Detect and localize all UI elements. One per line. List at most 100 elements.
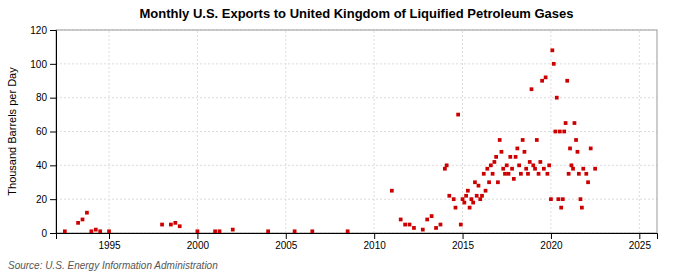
tick-label: 2015 [452,240,475,251]
tick-mark [50,199,56,200]
point [213,229,217,233]
plot-frame [56,30,657,233]
point [63,229,67,233]
point [421,228,425,232]
point [293,229,297,233]
point [508,155,512,159]
title: Monthly U.S. Exports to United Kingdom o… [139,6,573,21]
point [447,194,451,198]
point [556,197,560,201]
tick-mark [50,233,56,234]
tick-label: 20 [36,194,48,205]
chart-container: 1995200020052010201520202025020406080100… [0,0,675,275]
point [542,167,546,171]
point [173,221,177,225]
point [568,147,572,151]
point [526,172,530,176]
point [434,226,438,230]
point [589,147,593,151]
grid-line-y [56,63,657,64]
point [76,221,80,225]
point [530,87,534,91]
x-axis: 1995200020052010201520202025 [57,233,658,251]
point [493,160,497,164]
grid-line-y [56,199,657,200]
point [517,163,521,167]
tick: 2015 [452,233,475,251]
tick-mark [197,233,198,239]
point [500,150,504,154]
tick-label: 120 [30,25,47,36]
point [528,160,532,164]
point [346,229,350,233]
point [593,167,597,171]
point [538,160,542,164]
point [475,194,479,198]
tick: 100 [30,59,56,70]
point [547,163,551,167]
tick: 2000 [187,233,210,251]
tick: 60 [36,126,56,137]
tick-label: 1995 [98,240,121,251]
tick: 1995 [98,233,121,251]
point [523,150,527,154]
point [466,189,470,193]
point [496,180,500,184]
point [540,79,544,83]
point [507,172,511,176]
point [443,167,447,171]
point [196,229,200,233]
tick-label: 40 [36,160,48,171]
tick-mark [286,233,287,239]
point [408,223,412,227]
point [503,172,507,176]
tick-mark [50,30,56,31]
point [412,226,416,230]
point [580,206,584,210]
point [471,201,475,205]
point [480,194,484,198]
tick-label: 60 [36,126,48,137]
grid-line-y [56,165,657,166]
tick: 120 [30,25,56,36]
tick: 40 [36,160,56,171]
grid-line-y [56,97,657,98]
point [574,138,578,142]
point [482,172,486,176]
point [570,163,574,167]
point [544,75,548,79]
point [505,163,509,167]
tick: 2005 [275,233,298,251]
point [477,184,481,188]
tick-label: 2000 [187,240,210,251]
point [425,218,429,222]
point [98,229,102,233]
point [484,189,488,193]
point [462,201,466,205]
point [390,189,394,193]
tick-mark [50,165,56,166]
point [403,223,407,227]
tick: 20 [36,194,56,205]
tick-label: 2010 [364,240,387,251]
point [586,180,590,184]
point [571,167,575,171]
point [456,113,460,117]
point [169,223,173,227]
point [430,214,434,218]
tick-label: 2020 [540,240,563,251]
point [470,197,474,201]
point [485,167,489,171]
grid [56,30,657,233]
point [549,197,553,201]
point [555,96,559,100]
point [107,229,111,233]
point [552,62,556,66]
y-axis: 020406080100120 [30,25,56,239]
point [565,79,569,83]
grid-line-x [639,30,640,233]
axis-domain [57,234,658,240]
point [468,206,472,210]
point [533,167,537,171]
axis-domain [50,31,57,234]
